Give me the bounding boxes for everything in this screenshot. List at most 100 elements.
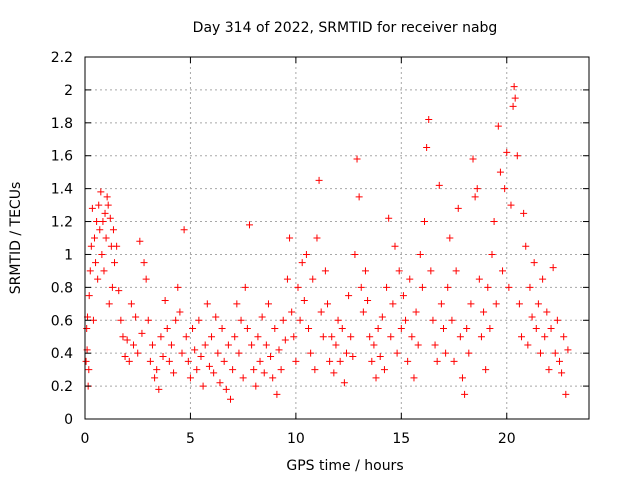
data-point	[197, 352, 205, 360]
data-point	[376, 352, 384, 360]
chart-title: Day 314 of 2022, SRMTID for receiver nab…	[193, 20, 498, 36]
data-point	[111, 259, 119, 267]
data-point	[283, 275, 291, 283]
data-point	[132, 313, 140, 321]
y-tick-label: 1	[64, 247, 73, 263]
data-point	[513, 152, 521, 160]
x-tick-label: 20	[498, 431, 516, 447]
data-point	[108, 283, 116, 291]
y-tick-label: 1.8	[51, 116, 73, 132]
data-point	[444, 283, 452, 291]
data-point	[172, 316, 180, 324]
data-point	[463, 325, 471, 332]
data-point	[98, 250, 106, 258]
data-point	[146, 357, 154, 365]
data-point	[480, 308, 488, 316]
data-point	[505, 283, 513, 291]
data-point	[121, 352, 129, 360]
data-point	[136, 237, 144, 245]
data-point	[319, 333, 327, 341]
data-point	[271, 325, 279, 332]
data-point	[220, 357, 228, 365]
data-point	[279, 316, 287, 324]
data-point	[109, 226, 117, 234]
data-point	[222, 385, 230, 393]
data-point	[429, 316, 437, 324]
data-point	[393, 349, 401, 357]
data-point	[123, 336, 131, 344]
data-point	[97, 188, 105, 196]
data-point	[543, 308, 551, 316]
data-point	[412, 308, 420, 316]
data-point	[511, 94, 519, 102]
data-point	[418, 283, 426, 291]
data-point	[461, 390, 469, 398]
data-point	[153, 366, 161, 374]
data-point	[484, 283, 492, 291]
data-point	[541, 333, 549, 341]
data-point	[347, 333, 355, 341]
data-point	[140, 259, 148, 267]
data-point	[119, 333, 127, 341]
data-point	[509, 102, 517, 110]
y-tick-labels: 0 0.2 0.4 0.6 0.8 1 1.2 1.4 1.6 1.8 2 2.2	[51, 50, 73, 428]
data-point	[467, 300, 475, 308]
data-point	[224, 341, 232, 349]
data-point	[324, 300, 332, 308]
data-point	[288, 308, 296, 316]
x-tick-label: 10	[287, 431, 305, 447]
data-point	[214, 349, 222, 357]
data-point	[89, 316, 97, 324]
data-point	[88, 204, 96, 212]
data-point	[82, 357, 90, 365]
data-point	[163, 325, 171, 332]
y-axis-label: SRMTID / TECUs	[8, 182, 24, 295]
data-point	[191, 346, 199, 354]
data-point	[104, 201, 112, 209]
data-point	[448, 316, 456, 324]
data-point	[380, 366, 388, 374]
data-point	[205, 362, 213, 370]
data-point	[389, 300, 397, 308]
data-points	[82, 83, 572, 403]
data-point	[239, 374, 247, 382]
y-tick-label: 0.2	[51, 379, 73, 395]
data-point	[477, 333, 485, 341]
data-point	[180, 226, 188, 234]
data-point	[530, 259, 538, 267]
data-point	[534, 300, 542, 308]
data-point	[456, 333, 464, 341]
data-point	[494, 122, 502, 130]
data-point	[106, 214, 114, 222]
data-point	[307, 349, 315, 357]
data-point	[186, 374, 194, 382]
data-point	[94, 275, 102, 283]
data-point	[115, 287, 123, 295]
data-point	[370, 341, 378, 349]
y-tick-label: 0.8	[51, 280, 73, 296]
data-point	[437, 300, 445, 308]
x-tick-label: 5	[186, 431, 195, 447]
data-point	[248, 341, 256, 349]
data-point	[383, 283, 391, 291]
data-point	[340, 379, 348, 387]
data-point	[127, 300, 135, 308]
data-point	[256, 357, 264, 365]
data-point	[296, 316, 304, 324]
data-point	[397, 325, 405, 332]
data-point	[302, 250, 310, 258]
data-point	[95, 201, 103, 209]
data-point	[231, 333, 239, 341]
y-tick-label: 2.2	[51, 50, 73, 66]
data-point	[178, 349, 186, 357]
data-point	[334, 316, 342, 324]
data-point	[372, 374, 380, 382]
data-point	[286, 234, 294, 242]
data-point	[423, 144, 431, 151]
data-point	[208, 333, 216, 341]
data-point	[545, 366, 553, 374]
data-point	[300, 297, 308, 305]
data-point	[399, 292, 407, 300]
data-point	[427, 267, 435, 275]
data-point	[410, 374, 418, 382]
